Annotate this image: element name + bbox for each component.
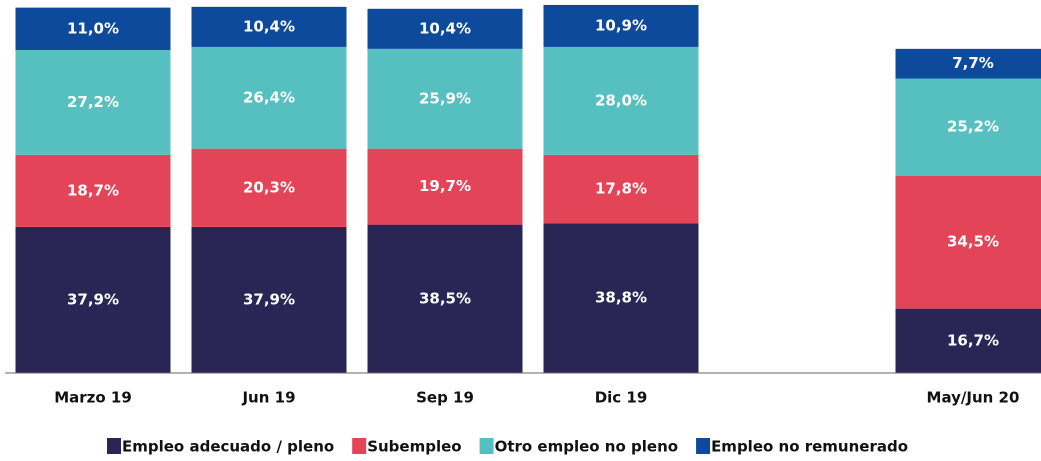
value-label: 38,8% (595, 289, 647, 307)
bar-segment (895, 308, 1041, 373)
bar-segment (15, 226, 171, 373)
bar-segment (15, 7, 171, 51)
legend-label: Empleo no remunerado (711, 438, 908, 456)
bar-segment (15, 50, 171, 155)
value-label: 18,7% (67, 181, 119, 199)
x-tick-label: Sep 19 (416, 389, 474, 407)
bar-segment (191, 226, 347, 373)
bar-segment (191, 148, 347, 227)
x-tick-label: Dic 19 (595, 389, 648, 407)
value-label: 37,9% (243, 290, 295, 308)
x-tick-label: May/Jun 20 (927, 389, 1020, 407)
value-label: 10,9% (595, 16, 647, 34)
legend-swatch (479, 438, 494, 454)
x-tick-label: Marzo 19 (54, 389, 132, 407)
bar-segment (367, 48, 523, 149)
x-tick-label: Jun 19 (241, 389, 295, 407)
value-label: 34,5% (947, 233, 999, 251)
value-label: 10,4% (243, 17, 295, 35)
bar-segment (543, 154, 699, 224)
value-label: 25,9% (419, 89, 471, 107)
value-label: 17,8% (595, 180, 647, 198)
bar-segment (543, 46, 699, 155)
bar-segment (543, 223, 699, 373)
legend-label: Subempleo (367, 438, 461, 456)
value-label: 19,7% (419, 177, 471, 195)
bar-segment (543, 4, 699, 47)
value-label: 27,2% (67, 93, 119, 111)
bar-segment (895, 48, 1041, 79)
legend-label: Empleo adecuado / pleno (122, 438, 334, 456)
value-label: 25,2% (947, 118, 999, 136)
value-label: 38,5% (419, 289, 471, 307)
bar-segment (895, 78, 1041, 176)
bar-segment (367, 224, 523, 373)
legend-swatch (696, 438, 711, 454)
value-label: 28,0% (595, 91, 647, 109)
legend-swatch (107, 438, 121, 454)
legend-swatch (352, 438, 367, 454)
bar-segment (895, 175, 1041, 309)
bar-segment (191, 46, 347, 149)
bar-segment (15, 154, 171, 227)
value-label: 37,9% (67, 290, 119, 308)
value-label: 26,4% (243, 88, 295, 106)
bar-segment (367, 148, 523, 225)
value-label: 7,7% (952, 54, 994, 72)
bar-segment (191, 6, 347, 47)
value-label: 16,7% (947, 331, 999, 349)
value-label: 20,3% (243, 178, 295, 196)
legend-label: Otro empleo no pleno (495, 438, 678, 456)
bar-segment (367, 8, 523, 49)
value-label: 10,4% (419, 19, 471, 37)
value-label: 11,0% (67, 19, 119, 37)
